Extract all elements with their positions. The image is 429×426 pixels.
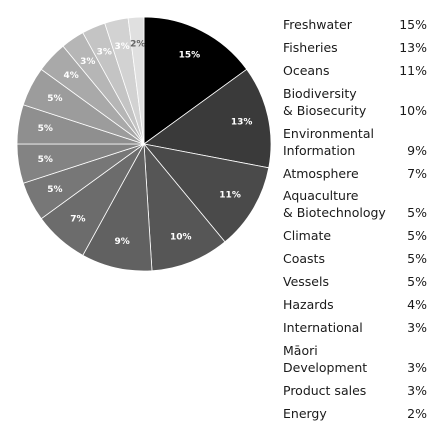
- slice-value-label: 4%: [63, 71, 78, 81]
- pie-chart: 15%13%11%10%9%7%5%5%5%5%4%3%3%3% 2%: [16, 16, 272, 272]
- legend-value: 4%: [407, 297, 427, 312]
- legend-item: Aquaculture & Biotechnology 5%: [283, 187, 427, 221]
- legend-item: Hazards 4%: [283, 296, 427, 313]
- legend-value: 7%: [407, 165, 427, 181]
- legend-item: Oceans 11%: [283, 62, 427, 79]
- legend-value: 5%: [407, 251, 427, 267]
- legend-label: Vessels: [283, 274, 329, 290]
- slice-value-label: 13%: [231, 118, 253, 128]
- pie-slice: [143, 16, 248, 145]
- legend-value: 13%: [399, 39, 427, 55]
- legend-label: Coasts: [283, 251, 325, 267]
- slice-value-label: 5%: [38, 155, 53, 165]
- pie-slice: [143, 142, 226, 272]
- legend-item: Biodiversity & Biosecurity 10%: [283, 85, 427, 119]
- slice-value-label: 7%: [70, 215, 85, 225]
- legend-value: 9%: [407, 142, 427, 158]
- legend-item: Climate 5%: [283, 227, 427, 244]
- legend-item: Vessels 5%: [283, 273, 427, 290]
- pie-slice: [142, 143, 270, 243]
- slice-value-label: 3%: [80, 57, 95, 67]
- slice-value-label: 10%: [170, 232, 192, 242]
- legend-value: 3%: [407, 382, 427, 398]
- legend-value: 2%: [407, 405, 427, 421]
- legend-value: 5%: [407, 228, 427, 244]
- legend-label: Climate: [283, 228, 332, 244]
- slice-value-label: 2%: [130, 40, 145, 50]
- pie-slice: [127, 16, 145, 145]
- slice-value-label: 9%: [115, 237, 130, 247]
- slice-value-label: 15%: [179, 50, 201, 60]
- legend-value: 3%: [407, 319, 427, 335]
- legend-value: 5%: [407, 205, 427, 221]
- slice-value-label: 5%: [38, 124, 53, 134]
- legend-label: Hazards: [283, 297, 334, 312]
- legend-label: International: [283, 319, 363, 335]
- slice-value-label: 3%: [97, 48, 112, 58]
- legend-label: Aquaculture & Biotechnology: [283, 188, 386, 221]
- legend-item: Freshwater 15%: [283, 16, 427, 33]
- legend-value: 3%: [407, 359, 427, 375]
- legend-value: 11%: [399, 62, 427, 78]
- legend-label: Oceans: [283, 62, 330, 78]
- legend-value: 15%: [399, 17, 427, 32]
- slice-value-label: 5%: [47, 185, 62, 195]
- legend-label: Māori Development: [283, 342, 368, 375]
- legend-item: Energy 2%: [283, 405, 427, 422]
- slice-value-label: 5%: [47, 94, 62, 104]
- legend-item: Atmosphere 7%: [283, 165, 427, 182]
- legend-label: Environmental Information: [283, 125, 374, 158]
- legend-value: 10%: [399, 102, 427, 118]
- legend-item: Environmental Information 9%: [283, 125, 427, 159]
- legend-item: International 3%: [283, 319, 427, 336]
- legend-label: Biodiversity & Biosecurity: [283, 85, 367, 118]
- legend-item: Product sales 3%: [283, 382, 427, 399]
- legend-label: Fisheries: [283, 39, 338, 55]
- legend-value: 5%: [407, 274, 427, 290]
- pie-slice: [143, 68, 272, 169]
- legend-label: Product sales: [283, 382, 367, 398]
- legend-item: Coasts 5%: [283, 250, 427, 267]
- legend-label: Atmosphere: [283, 165, 359, 181]
- legend-item: Fisheries 13%: [283, 39, 427, 56]
- legend-item: Māori Development 3%: [283, 342, 427, 376]
- slice-value-label: 11%: [219, 190, 241, 200]
- legend-label: Freshwater: [283, 17, 352, 32]
- legend-label: Energy: [283, 405, 327, 421]
- slice-value-label: 3%: [115, 42, 130, 52]
